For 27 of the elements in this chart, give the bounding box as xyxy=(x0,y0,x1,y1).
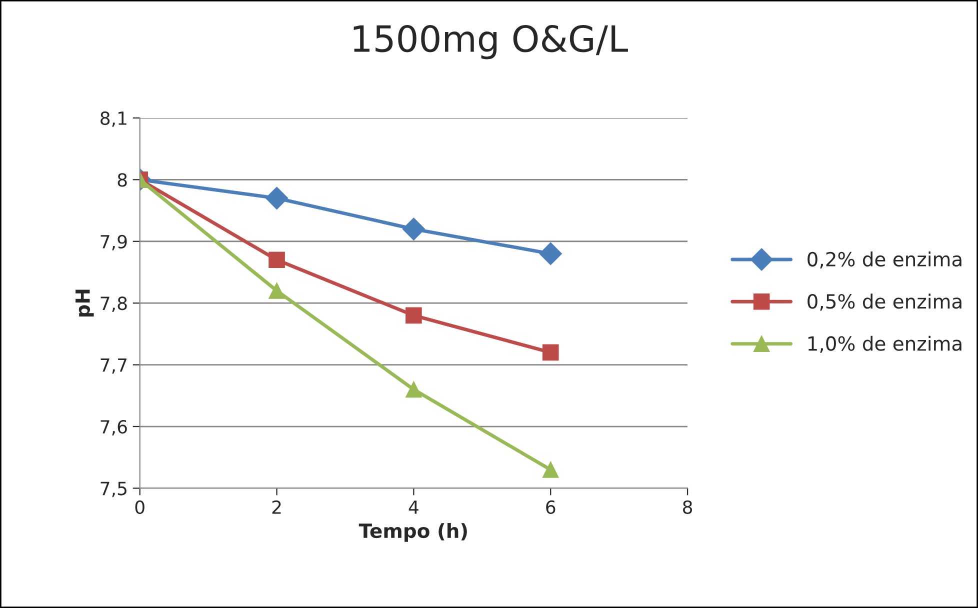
legend-label: 0,2% de enzima xyxy=(808,252,962,269)
y-tick-label: 7,6 xyxy=(100,420,127,436)
x-tick-label: 4 xyxy=(408,500,418,514)
y-tick-label: 7,8 xyxy=(100,296,127,312)
point xyxy=(406,307,422,324)
x-tick-label: 8 xyxy=(683,500,692,514)
point xyxy=(268,252,285,268)
point xyxy=(265,186,288,210)
chart-title: 1500mg O&G/L xyxy=(354,24,628,60)
y-tick-label: 8 xyxy=(118,173,127,187)
point xyxy=(539,242,562,266)
y-tick-label: 7,7 xyxy=(100,358,127,374)
y-tick-label: 7,5 xyxy=(100,482,126,498)
point xyxy=(268,282,285,299)
x-tick-label: 6 xyxy=(546,500,556,514)
point xyxy=(402,218,426,240)
x-axis-title: Tempo (h) xyxy=(358,523,467,542)
y-tick-label: 8,1 xyxy=(100,111,126,127)
x-tick-label: 0 xyxy=(135,500,144,514)
point xyxy=(542,462,559,478)
y-tick-label: 7,9 xyxy=(100,234,127,250)
legend-label: 1,0% de enzima xyxy=(808,336,962,353)
point xyxy=(406,381,422,398)
point xyxy=(542,344,559,361)
y-axis-title: pH xyxy=(76,290,94,317)
x-tick-label: 2 xyxy=(272,500,281,514)
legend-label: 0,5% de enzima xyxy=(808,294,962,311)
